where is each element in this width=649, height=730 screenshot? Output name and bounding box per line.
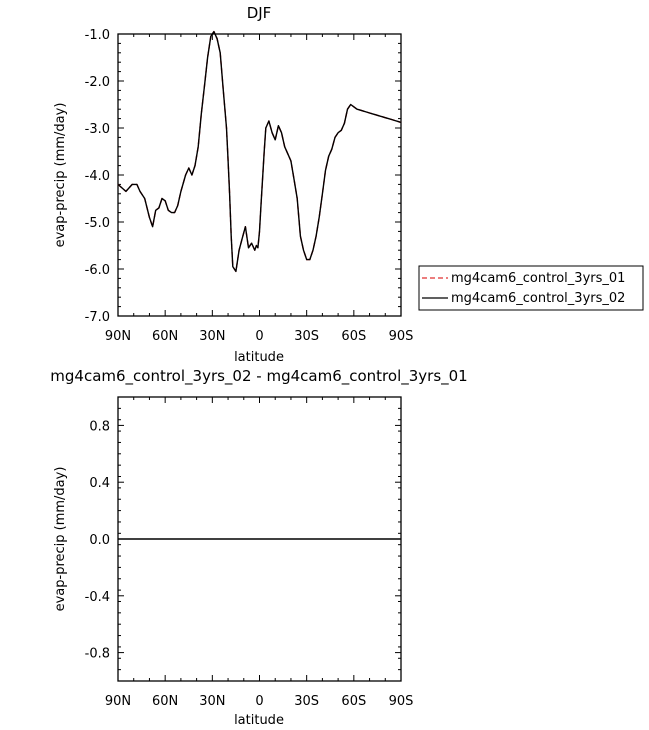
legend: mg4cam6_control_3yrs_01 mg4cam6_control_… (418, 265, 644, 311)
top-y-tick-label: -7.0 (85, 310, 110, 325)
bottom-y-tick-label: -0.4 (85, 590, 110, 605)
bottom-y-tick-label: 0.8 (89, 419, 110, 434)
bottom-x-tick-label: 60N (152, 694, 178, 709)
top-x-tick-label: 30N (199, 329, 225, 344)
top-x-tick-label: 90S (389, 329, 414, 344)
bottom-x-tick-label: 0 (255, 694, 263, 709)
bottom-x-tick-label: 30N (199, 694, 225, 709)
bottom-panel: mg4cam6_control_3yrs_02 - mg4cam6_contro… (50, 367, 467, 728)
bottom-x-tick-label: 60S (341, 694, 366, 709)
bottom-y-tick-label: -0.8 (85, 647, 110, 662)
legend-label-series-01: mg4cam6_control_3yrs_01 (451, 271, 625, 286)
bottom-x-tick-label: 90N (105, 694, 131, 709)
top-series-line-2 (117, 30, 402, 273)
top-plot-frame (117, 33, 402, 317)
top-x-tick-label: 60N (152, 329, 178, 344)
bottom-x-tick-label: 30S (294, 694, 319, 709)
bottom-x-axis-label: latitude (234, 713, 284, 728)
bottom-y-tick-label: 0.4 (89, 476, 110, 491)
bottom-chart-title: mg4cam6_control_3yrs_02 - mg4cam6_contro… (50, 367, 467, 386)
top-x-tick-label: 90N (105, 329, 131, 344)
top-y-tick-label: -1.0 (85, 28, 110, 43)
top-x-tick-label: 60S (341, 329, 366, 344)
top-x-tick-label: 30S (294, 329, 319, 344)
top-chart-title: DJF (247, 4, 272, 22)
top-y-tick-label: -2.0 (85, 75, 110, 90)
top-y-tick-label: -4.0 (85, 169, 110, 184)
top-y-tick-label: -6.0 (85, 263, 110, 278)
top-x-tick-label: 0 (255, 329, 263, 344)
bottom-x-tick-label: 90S (389, 694, 414, 709)
legend-label-series-02: mg4cam6_control_3yrs_02 (451, 291, 625, 306)
top-x-axis-label: latitude (234, 350, 284, 365)
top-y-tick-label: -5.0 (85, 216, 110, 231)
top-y-axis-label: evap-precip (mm/day) (53, 103, 68, 248)
top-y-tick-label: -3.0 (85, 122, 110, 137)
bottom-y-tick-label: 0.0 (89, 533, 110, 548)
bottom-y-axis-label: evap-precip (mm/day) (53, 467, 68, 612)
legend-box (418, 265, 644, 311)
top-panel: DJF 90N 60N 30N 0 30S 60S 90S -1.0 -2.0 -3.0 -4.0 -… (53, 4, 413, 365)
